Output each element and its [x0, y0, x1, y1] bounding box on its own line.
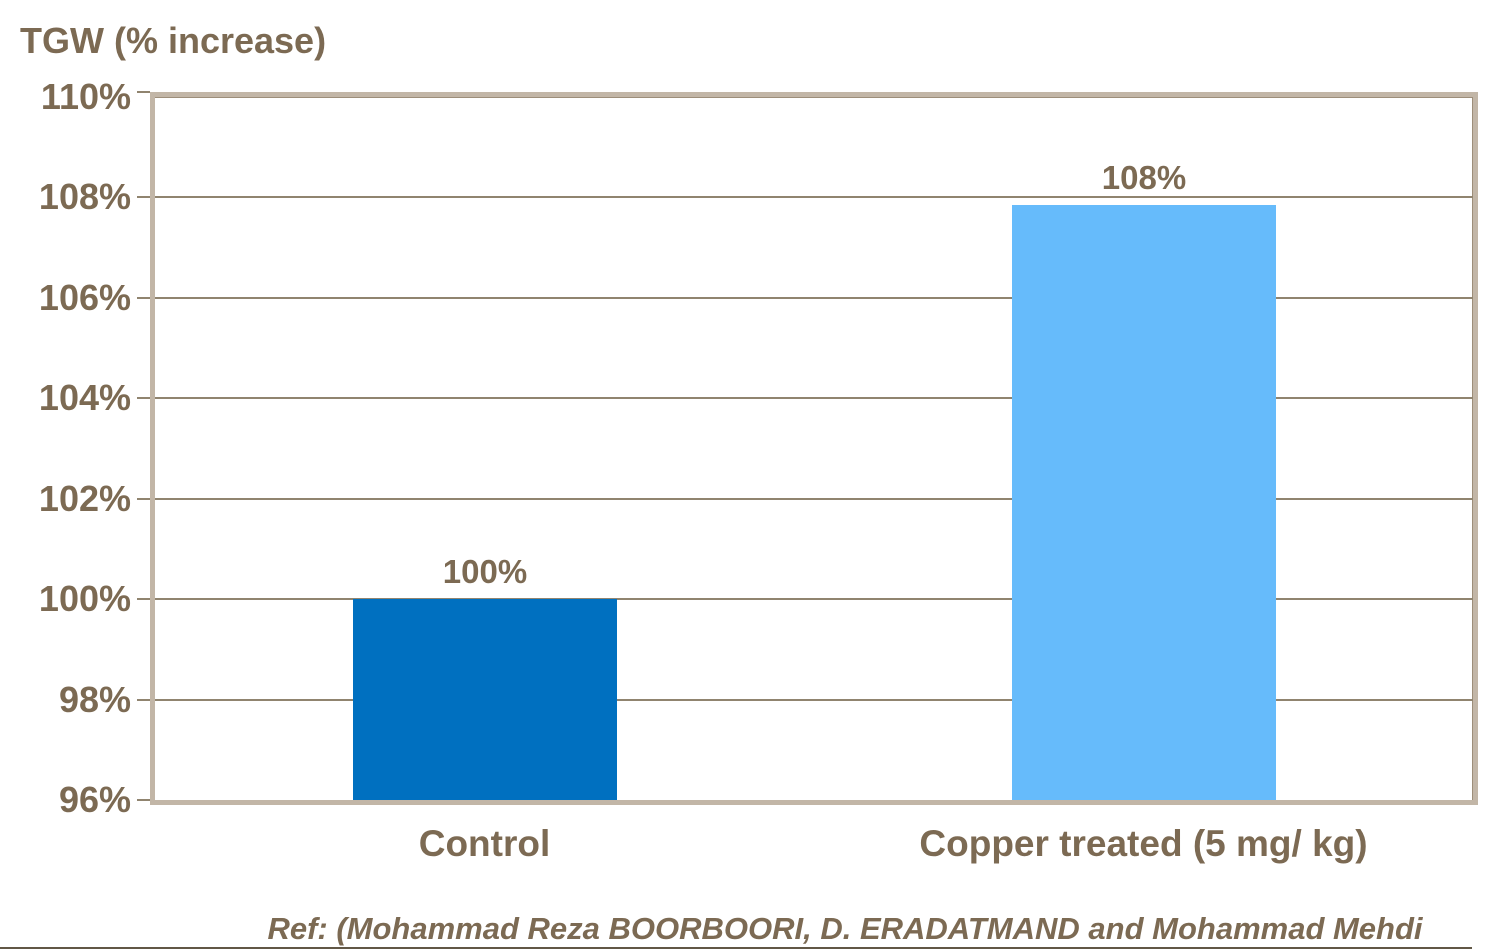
reference-text: Ref: (Mohammad Reza BOORBOORI, D. ERADAT…: [267, 911, 1423, 946]
y-tick-mark: [137, 498, 150, 500]
y-tick-mark: [137, 397, 150, 399]
plot-area: 100% 108%: [150, 92, 1478, 805]
bar-value-label: 108%: [1101, 159, 1187, 196]
gridline: [155, 598, 1473, 600]
y-tick-mark: [137, 598, 150, 600]
y-tick-mark: [137, 799, 150, 801]
y-tick-mark: [137, 297, 150, 299]
gridline: [155, 699, 1473, 701]
bar-control: [353, 599, 617, 800]
y-axis-label: 100%: [38, 578, 131, 619]
y-axis-label: 106%: [38, 277, 131, 318]
gridline: [155, 297, 1473, 299]
y-axis-label: 102%: [38, 478, 131, 519]
gridline: [155, 397, 1473, 399]
y-axis-label: 108%: [38, 176, 131, 217]
y-tick-mark: [137, 196, 150, 198]
chart-title: TGW (% increase): [20, 20, 327, 61]
bar-value-label: 100%: [442, 553, 528, 590]
bottom-divider: [0, 947, 1472, 949]
x-axis-label: Copper treated (5 mg/ kg): [919, 823, 1368, 864]
x-axis-label: Control: [418, 823, 551, 864]
y-tick-mark: [137, 91, 150, 93]
gridline: [155, 498, 1473, 500]
bar-copper-treated-5-mg-kg: [1012, 205, 1276, 800]
y-axis-label: 104%: [38, 377, 131, 418]
gridline: [155, 196, 1473, 198]
y-axis-label: 98%: [58, 679, 131, 720]
y-tick-mark: [137, 699, 150, 701]
y-axis-label: 96%: [58, 779, 131, 820]
y-axis-label: 110%: [40, 76, 131, 117]
